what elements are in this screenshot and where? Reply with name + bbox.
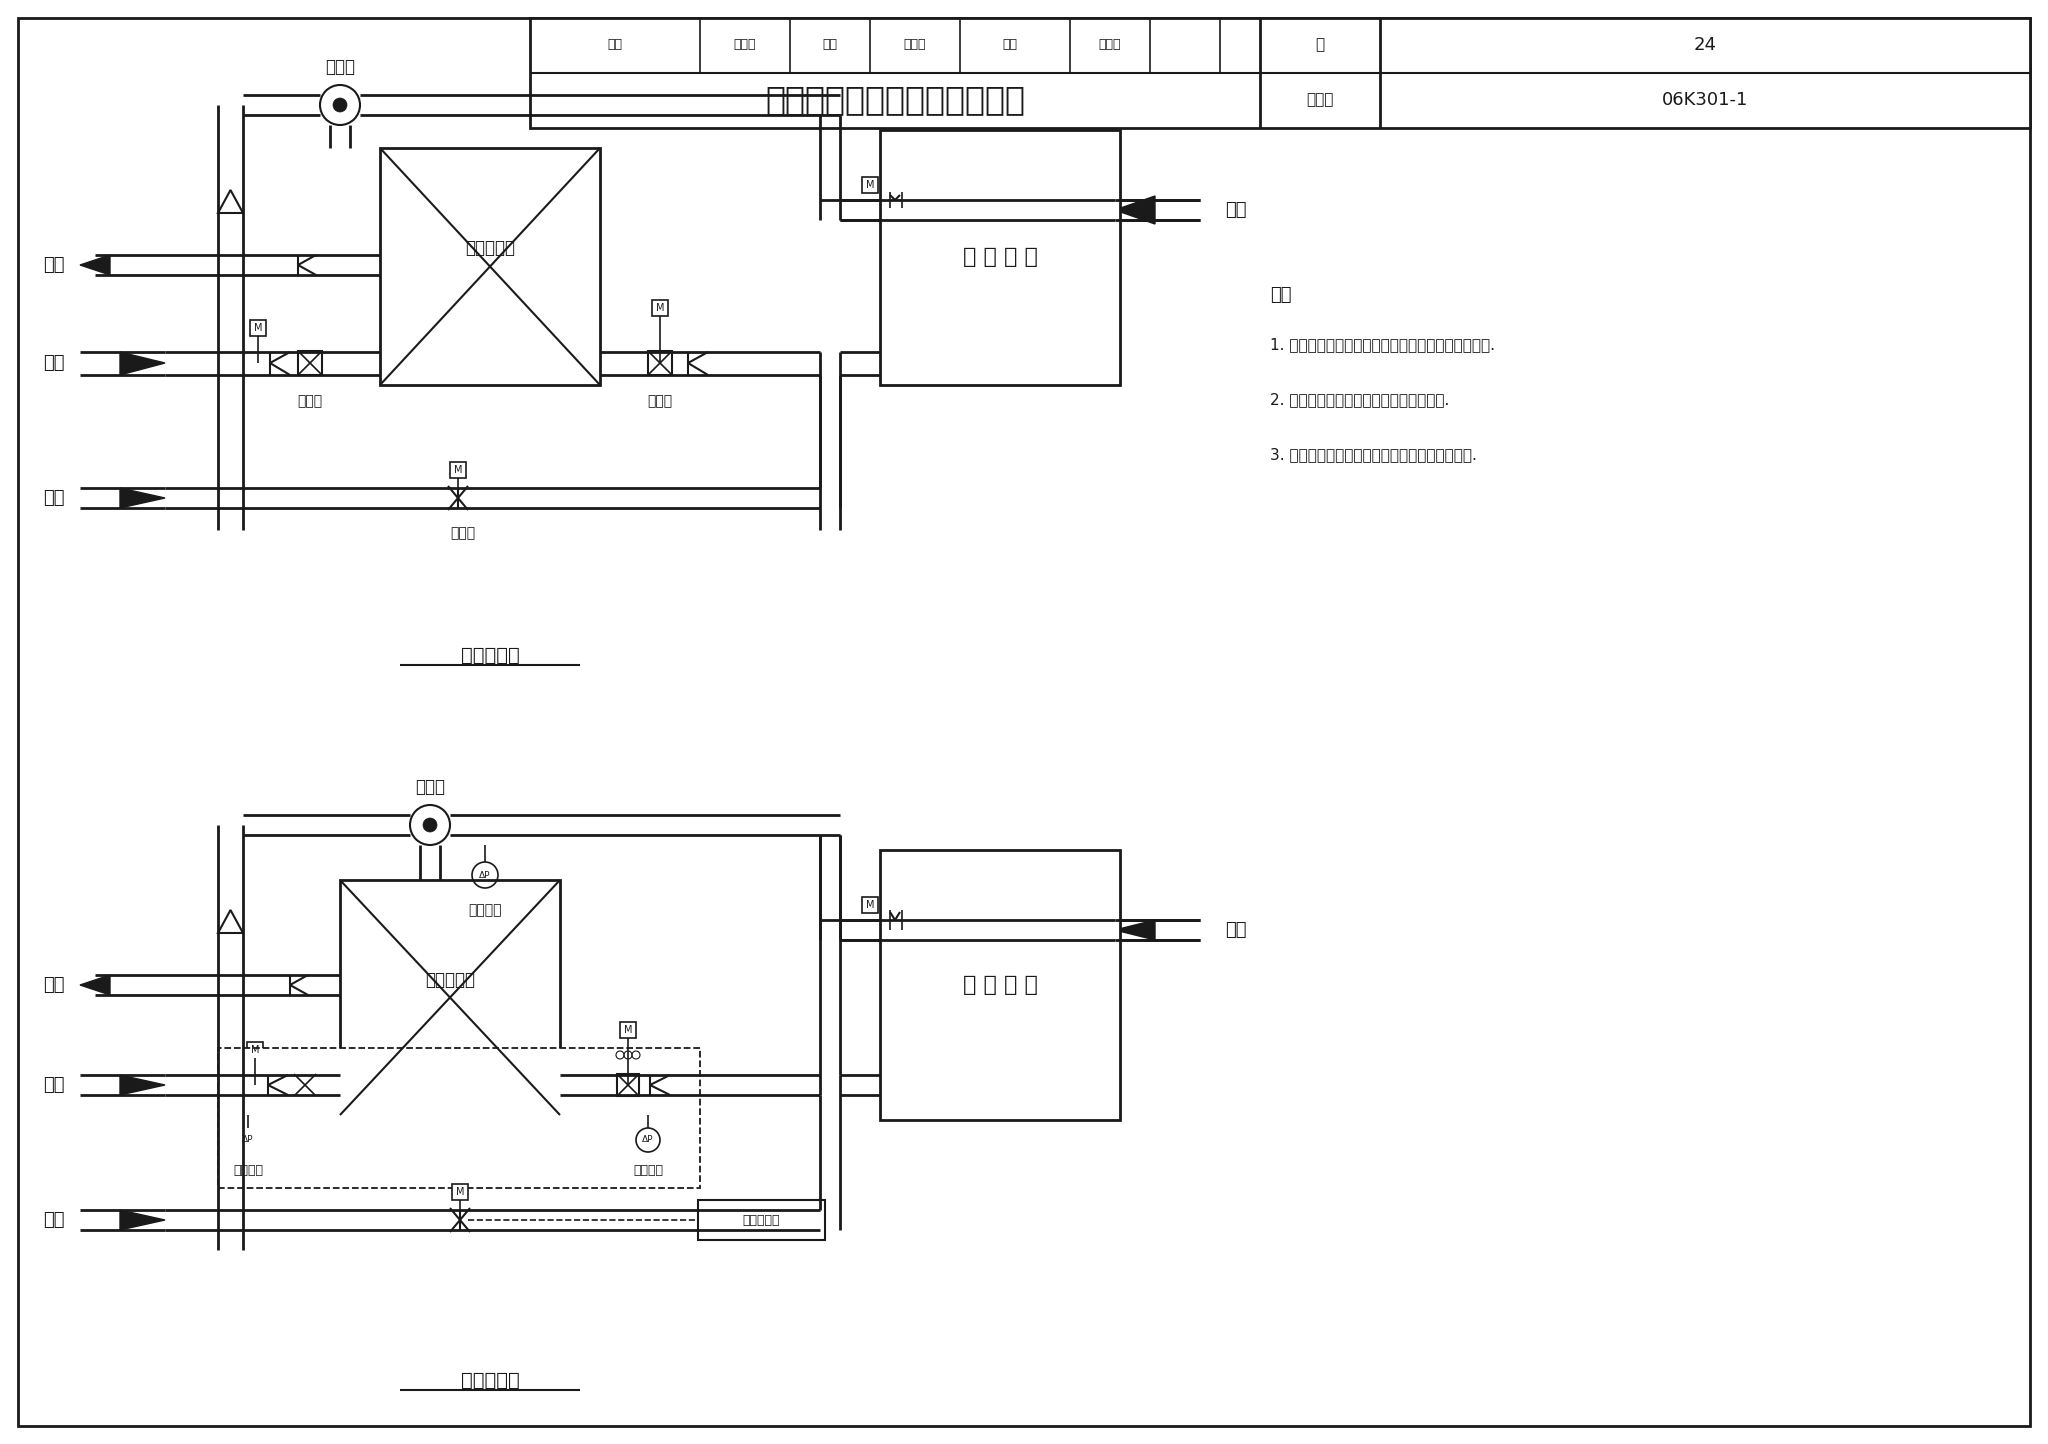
Polygon shape xyxy=(121,1210,166,1230)
Text: 排风机: 排风机 xyxy=(326,58,354,77)
Text: 宋长辉: 宋长辉 xyxy=(903,39,926,52)
Text: 殷德刚: 殷德刚 xyxy=(1098,39,1120,52)
Polygon shape xyxy=(121,352,166,375)
Polygon shape xyxy=(1114,920,1155,940)
Bar xyxy=(651,300,668,316)
Bar xyxy=(530,17,2030,129)
Text: 过滤器: 过滤器 xyxy=(647,394,672,409)
Bar xyxy=(381,147,600,386)
Text: 回风: 回风 xyxy=(1225,921,1247,939)
Text: 校对: 校对 xyxy=(823,39,838,52)
Bar xyxy=(621,1022,637,1038)
Polygon shape xyxy=(80,256,111,274)
Text: M: M xyxy=(866,900,874,910)
Text: 李远学: 李远学 xyxy=(733,39,756,52)
Bar xyxy=(217,1048,700,1188)
Text: 新风、排风量不等热回收系统: 新风、排风量不等热回收系统 xyxy=(766,84,1024,117)
Text: M: M xyxy=(655,303,664,313)
Bar xyxy=(647,351,672,375)
Text: 1. 过渡季全新风运行时关闭新风换气机，开启排风机.: 1. 过渡季全新风运行时关闭新风换气机，开启排风机. xyxy=(1270,338,1495,352)
Bar xyxy=(881,130,1120,386)
Text: 系统流程图: 系统流程图 xyxy=(461,645,520,664)
Bar xyxy=(451,462,467,478)
Polygon shape xyxy=(80,975,111,995)
Text: M: M xyxy=(866,180,874,191)
Text: 压差报警: 压差报警 xyxy=(633,1164,664,1177)
Text: 页: 页 xyxy=(1315,38,1325,52)
Text: 排风: 排风 xyxy=(43,256,66,274)
Polygon shape xyxy=(121,1074,166,1095)
Text: 过滤器: 过滤器 xyxy=(297,394,324,409)
Text: 注：: 注： xyxy=(1270,286,1292,305)
Text: M: M xyxy=(254,323,262,334)
Bar xyxy=(616,1074,639,1096)
Text: ΔP: ΔP xyxy=(479,871,492,879)
Text: 审核: 审核 xyxy=(608,39,623,52)
Text: M: M xyxy=(457,1187,465,1197)
Text: ΔP: ΔP xyxy=(643,1135,653,1145)
Text: 24: 24 xyxy=(1694,36,1716,53)
Bar xyxy=(295,1074,315,1096)
Bar xyxy=(248,1043,262,1058)
Text: 控制原理图: 控制原理图 xyxy=(461,1370,520,1389)
Text: M: M xyxy=(455,465,463,475)
Text: M: M xyxy=(625,1025,633,1035)
Bar xyxy=(862,897,879,913)
Polygon shape xyxy=(121,488,166,508)
Text: 空 调 机 组: 空 调 机 组 xyxy=(963,975,1038,995)
Bar xyxy=(862,178,879,193)
Text: 排风机: 排风机 xyxy=(416,778,444,796)
Text: 压差报警: 压差报警 xyxy=(233,1164,262,1177)
Polygon shape xyxy=(1114,196,1155,224)
Text: 旁通控制器: 旁通控制器 xyxy=(741,1213,780,1226)
Text: 新风换气机: 新风换气机 xyxy=(465,240,514,257)
Text: 旁通阀: 旁通阀 xyxy=(451,526,475,540)
Bar xyxy=(299,351,322,375)
Text: 排风: 排风 xyxy=(43,976,66,993)
Text: 新风: 新风 xyxy=(43,490,66,507)
Text: 回风: 回风 xyxy=(1225,201,1247,219)
Text: 新风: 新风 xyxy=(43,1076,66,1095)
Bar xyxy=(698,1200,825,1240)
Text: 新风换气机: 新风换气机 xyxy=(426,970,475,989)
Text: 06K301-1: 06K301-1 xyxy=(1661,91,1749,108)
Text: 空 调 机 组: 空 调 机 组 xyxy=(963,247,1038,267)
Bar xyxy=(453,1184,469,1200)
Text: 设计: 设计 xyxy=(1004,39,1018,52)
Circle shape xyxy=(424,817,436,832)
Bar xyxy=(340,879,559,1115)
Bar xyxy=(881,851,1120,1121)
Text: 3. 通过比较室内、外空气焓差控制旁通阀的开启.: 3. 通过比较室内、外空气焓差控制旁通阀的开启. xyxy=(1270,448,1477,462)
Text: 2. 过滤器两侧压差超过设定值时自动报警.: 2. 过滤器两侧压差超过设定值时自动报警. xyxy=(1270,393,1450,407)
Circle shape xyxy=(334,98,346,113)
Text: 新风: 新风 xyxy=(43,354,66,373)
Text: 压差检测: 压差检测 xyxy=(469,902,502,917)
Text: 新风: 新风 xyxy=(43,1212,66,1229)
Text: M: M xyxy=(250,1045,260,1056)
Text: 图集号: 图集号 xyxy=(1307,92,1333,107)
Text: ΔP: ΔP xyxy=(242,1135,254,1145)
Bar xyxy=(250,321,266,336)
